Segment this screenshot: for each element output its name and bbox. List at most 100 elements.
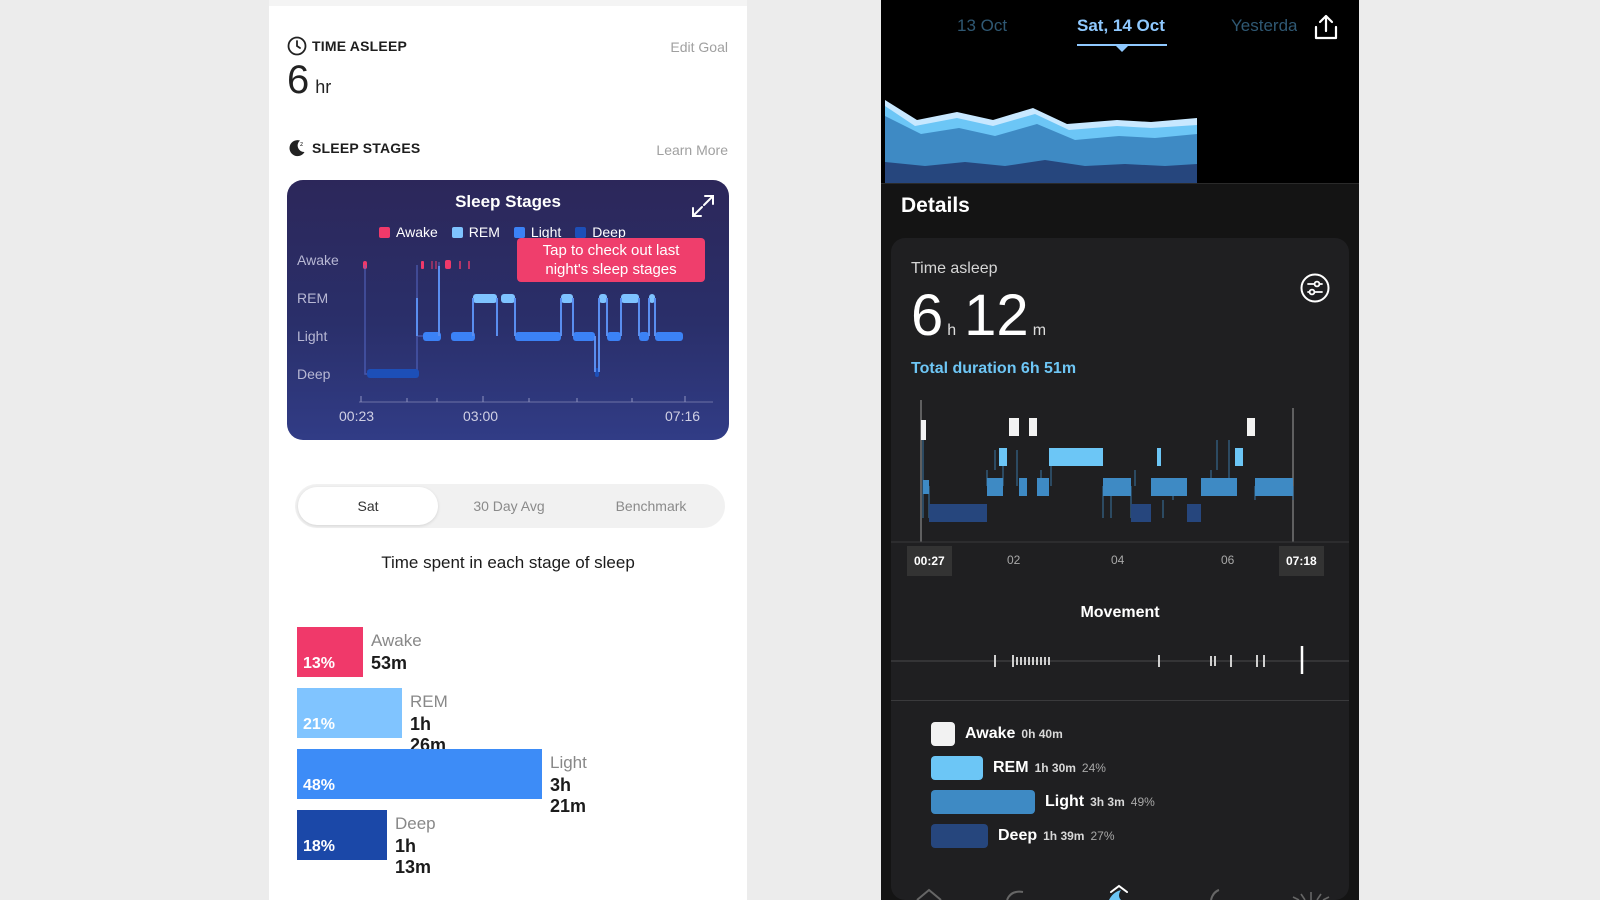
y-label-deep: Deep [297, 366, 331, 382]
stage-bar-deep-duration: 1h 13m [395, 836, 432, 877]
readiness-icon[interactable] [1006, 890, 1024, 900]
time-asleep-title: TIME ASLEEP [312, 38, 408, 54]
time-asleep-unit: hr [315, 77, 332, 97]
sleep-hypnogram [891, 400, 1349, 543]
scroll-up-chevron-icon[interactable] [1110, 884, 1128, 893]
legend-deep-label: Deep [592, 224, 626, 240]
date-tab-prev[interactable]: 13 Oct [957, 16, 1008, 35]
sleep-stages-card-title: Sleep Stages [455, 192, 561, 211]
legend-duration-deep: 1h 39m [1043, 829, 1085, 843]
date-tab-next[interactable]: Yesterday [1231, 16, 1297, 35]
legend-awake: Awake [379, 224, 438, 240]
time-asleep-value: 6 hr [287, 58, 331, 103]
stage-bar-light-fill: 48% [297, 749, 542, 799]
legend-divider [891, 700, 1349, 701]
activity-icon[interactable] [1210, 889, 1220, 900]
legend-pct-deep: 27% [1090, 829, 1115, 843]
sleep-stages-card[interactable]: Sleep Stages Awake REM Light Deep Awake … [287, 180, 729, 440]
home-icon[interactable] [916, 888, 942, 900]
tick-label-06: 06 [1221, 553, 1235, 567]
nightly-trend-area-chart [885, 100, 1197, 184]
legend-name-light: Light [1045, 793, 1085, 810]
legend-row-rem: REM 1h 30m 24% [931, 756, 1106, 780]
stage-bar-awake-fill: 13% [297, 627, 363, 677]
legend-duration-light: 3h 3m [1090, 795, 1125, 809]
explore-icon[interactable] [1292, 892, 1330, 900]
sleep-stages-header: z SLEEP STAGES [287, 138, 420, 158]
end-time-chip: 07:18 [1279, 546, 1324, 576]
legend-light-swatch [513, 226, 525, 238]
legend-swatch-deep [931, 824, 988, 848]
time-asleep-label: Time asleep [911, 260, 998, 277]
fitbit-sleep-screen: TIME ASLEEP Edit Goal 6 hr z SLEEP STAGES… [269, 0, 747, 900]
legend-pct-rem: 24% [1081, 761, 1106, 775]
legend-duration-rem: 1h 30m [1034, 761, 1076, 775]
legend-deep: Deep [575, 224, 626, 240]
stage-bar-awake-pct: 13% [303, 655, 336, 672]
share-icon[interactable] [1311, 12, 1341, 42]
date-tab-current[interactable]: Sat, 14 Oct [1077, 16, 1165, 35]
segment-sat[interactable]: Sat [298, 487, 438, 525]
stages-legend: Awake REM Light Deep [379, 224, 626, 240]
date-tab-caret [1115, 45, 1129, 52]
stage-bar-rem-pct: 21% [303, 716, 336, 733]
legend-rem-swatch [451, 226, 463, 238]
time-asleep-hours-unit: h [947, 322, 957, 339]
time-asleep-hours: 6 [911, 283, 944, 348]
legend-name-deep: Deep [998, 827, 1038, 844]
legend-swatch-awake [931, 722, 955, 746]
learn-more-link[interactable]: Learn More [656, 142, 728, 158]
tick-label-02: 02 [1007, 553, 1021, 567]
oura-sleep-screen: 13 Oct Sat, 14 Oct Yesterday Details Tim… [881, 0, 1359, 900]
time-asleep-minutes: 12 [964, 283, 1029, 348]
x-label-end: 07:16 [665, 408, 701, 424]
sleep-stages-title: SLEEP STAGES [312, 140, 421, 156]
legend-row-deep: Deep 1h 39m 27% [931, 824, 1115, 848]
legend-pct-light: 49% [1130, 795, 1155, 809]
legend-swatch-light [931, 790, 1035, 814]
adjust-sliders-icon[interactable] [1299, 272, 1331, 304]
legend-awake-swatch [379, 226, 390, 238]
sleep-stages-tooltip[interactable]: Tap to check out last night's sleep stag… [517, 238, 705, 282]
stage-bar-awake-duration: 53m [371, 653, 408, 673]
time-asleep-card [891, 238, 1349, 900]
legend-swatch-rem [931, 756, 983, 780]
stage-bar-light-pct: 48% [303, 777, 336, 794]
time-asleep-header: TIME ASLEEP [287, 36, 407, 56]
start-time-chip: 00:27 [907, 546, 952, 576]
legend-light: Light [513, 224, 562, 240]
stage-bar-awake-name: Awake [371, 631, 422, 650]
stage-bar-deep-fill: 18% [297, 810, 387, 860]
tick-label-04: 04 [1111, 553, 1125, 567]
y-label-awake: Awake [297, 252, 339, 268]
clock-icon [287, 36, 307, 56]
x-label-mid: 03:00 [463, 408, 499, 424]
legend-deep-swatch [575, 226, 587, 238]
moon-icon: z [289, 140, 305, 157]
segment-30-day-avg[interactable]: 30 Day Avg [473, 498, 545, 514]
legend-light-label: Light [530, 224, 562, 240]
stage-bar-rem-name: REM [410, 692, 448, 711]
sleep-tab-icon[interactable] [1109, 890, 1121, 900]
hypnogram-chart [359, 260, 713, 403]
stage-bar-light-duration: 3h 21m [550, 775, 587, 816]
tooltip-line-1: Tap to check out last [542, 242, 680, 259]
tooltip-line-2: night's sleep stages [545, 261, 677, 278]
edit-goal-link[interactable]: Edit Goal [670, 39, 728, 55]
stage-bar-deep-pct: 18% [303, 838, 336, 855]
x-label-start: 00:23 [339, 408, 375, 424]
expand-icon[interactable] [689, 192, 717, 220]
y-label-light: Light [297, 328, 328, 344]
legend-row-awake: Awake 0h 40m [931, 722, 1069, 746]
legend-rem: REM [451, 224, 500, 240]
legend-name-awake: Awake [965, 725, 1016, 742]
y-label-rem: REM [297, 290, 329, 306]
segment-benchmark[interactable]: Benchmark [615, 498, 687, 514]
movement-title: Movement [1080, 604, 1160, 621]
legend-name-rem: REM [993, 759, 1029, 776]
total-duration: Total duration 6h 51m [911, 360, 1077, 377]
period-segmented-control: Sat 30 Day Avg Benchmark [295, 484, 725, 528]
legend-rem-label: REM [468, 224, 500, 240]
svg-text:z: z [300, 141, 303, 148]
movement-chart [891, 646, 1349, 674]
